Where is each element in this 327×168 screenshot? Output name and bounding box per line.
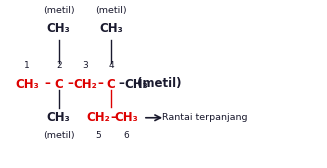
Text: CH₂: CH₂ (73, 77, 97, 91)
Text: –: – (119, 77, 125, 91)
Text: –: – (97, 77, 103, 91)
Text: CH₃: CH₃ (124, 77, 148, 91)
Text: 6: 6 (124, 131, 129, 140)
Text: CH₃: CH₃ (115, 111, 139, 124)
Text: CH₃: CH₃ (47, 22, 71, 35)
Text: CH₂: CH₂ (87, 111, 110, 124)
Text: (metil): (metil) (43, 6, 75, 15)
Text: 3: 3 (82, 61, 88, 70)
Text: 5: 5 (95, 131, 101, 140)
Text: Rantai terpanjang: Rantai terpanjang (163, 113, 248, 122)
Text: –: – (111, 111, 116, 124)
Text: C: C (54, 77, 63, 91)
Text: 2: 2 (56, 61, 61, 70)
Text: C: C (107, 77, 115, 91)
Text: CH₃: CH₃ (99, 22, 123, 35)
Text: –: – (44, 77, 50, 91)
Text: CH₃: CH₃ (47, 111, 71, 124)
Text: (metil): (metil) (137, 77, 182, 91)
Text: (metil): (metil) (95, 6, 127, 15)
Text: CH₃: CH₃ (15, 77, 39, 91)
Text: –: – (67, 77, 73, 91)
Text: 1: 1 (25, 61, 30, 70)
Text: (metil): (metil) (43, 131, 75, 140)
Text: 4: 4 (108, 61, 114, 70)
